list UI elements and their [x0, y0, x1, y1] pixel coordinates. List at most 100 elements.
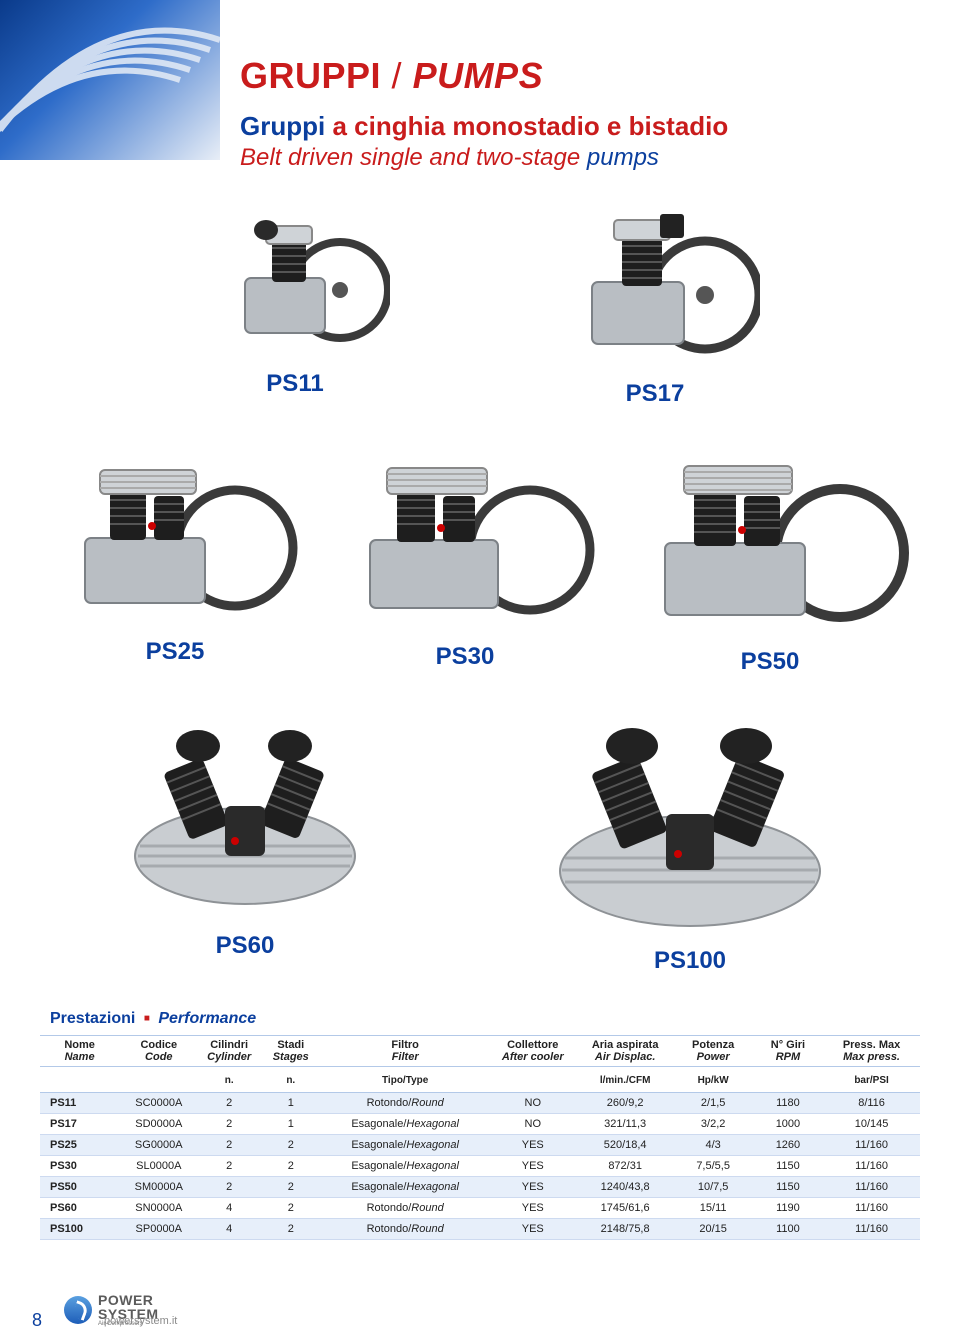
product-ps25: PS25 — [50, 448, 300, 676]
product-row-1: PS11 PS17 — [40, 200, 920, 408]
table-cell: PS17 — [40, 1114, 119, 1135]
table-cell: PS60 — [40, 1198, 119, 1219]
table-cell: 4/3 — [674, 1135, 753, 1156]
spec-table: NomeCodiceCilindriStadiFiltroCollettoreA… — [40, 1035, 920, 1240]
col-header-en: RPM — [753, 1051, 823, 1067]
spec-table-element: NomeCodiceCilindriStadiFiltroCollettoreA… — [40, 1035, 920, 1240]
col-header-it: Codice — [119, 1036, 198, 1052]
table-cell: YES — [489, 1177, 577, 1198]
col-header-unit: n. — [198, 1067, 260, 1093]
table-cell: 2 — [260, 1156, 322, 1177]
table-cell: 1000 — [753, 1114, 823, 1135]
col-header-it: Potenza — [674, 1036, 753, 1052]
table-body: PS11SC0000A21Rotondo/RoundNO260/9,22/1,5… — [40, 1093, 920, 1240]
table-cell: 2148/75,8 — [577, 1219, 674, 1240]
pump-icon — [335, 448, 595, 633]
table-cell: 2/1,5 — [674, 1093, 753, 1114]
pump-icon — [80, 706, 410, 926]
website: powersystem.it — [104, 1315, 177, 1327]
table-cell: 4 — [198, 1219, 260, 1240]
table-cell: 2 — [260, 1198, 322, 1219]
table-cell: 1 — [260, 1093, 322, 1114]
table-cell: Rotondo/Round — [322, 1093, 489, 1114]
table-cell: PS30 — [40, 1156, 119, 1177]
col-header-unit — [753, 1067, 823, 1093]
col-header-en: Stages — [260, 1051, 322, 1067]
col-header-en: Max press. — [823, 1051, 920, 1067]
subtitle-en: Belt driven single and two-stage pumps — [240, 144, 930, 172]
col-header-it: Nome — [40, 1036, 119, 1052]
table-cell: 1180 — [753, 1093, 823, 1114]
table-cell: 7,5/5,5 — [674, 1156, 753, 1177]
decorative-corner — [0, 0, 220, 160]
col-header-unit: n. — [260, 1067, 322, 1093]
table-row: PS17SD0000A21Esagonale/HexagonalNO321/11… — [40, 1114, 920, 1135]
product-ps50: PS50 — [630, 448, 910, 676]
subtitle-it: Gruppi a cinghia monostadio e bistadio — [240, 111, 930, 142]
product-ps17: PS17 — [550, 200, 760, 408]
col-header-en: After cooler — [489, 1051, 577, 1067]
table-cell: 1 — [260, 1114, 322, 1135]
table-cell: YES — [489, 1135, 577, 1156]
table-cell: YES — [489, 1156, 577, 1177]
product-grid: PS11 PS17 — [40, 200, 920, 1000]
col-header-unit: Tipo/Type — [322, 1067, 489, 1093]
table-cell: 1190 — [753, 1198, 823, 1219]
table-cell: Esagonale/Hexagonal — [322, 1177, 489, 1198]
table-cell: 2 — [260, 1219, 322, 1240]
col-header-it: Stadi — [260, 1036, 322, 1052]
table-cell: SM0000A — [119, 1177, 198, 1198]
table-cell: SG0000A — [119, 1135, 198, 1156]
table-cell: 2 — [198, 1156, 260, 1177]
table-cell: 2 — [198, 1177, 260, 1198]
col-header-unit: bar/PSI — [823, 1067, 920, 1093]
table-row: PS30SL0000A22Esagonale/HexagonalYES872/3… — [40, 1156, 920, 1177]
table-cell: 2 — [260, 1177, 322, 1198]
logo-mark-icon — [64, 1296, 92, 1324]
col-header-it: Cilindri — [198, 1036, 260, 1052]
table-cell: SL0000A — [119, 1156, 198, 1177]
col-header-unit: l/min./CFM — [577, 1067, 674, 1093]
table-cell: 10/7,5 — [674, 1177, 753, 1198]
pump-icon — [200, 200, 390, 360]
table-head: NomeCodiceCilindriStadiFiltroCollettoreA… — [40, 1036, 920, 1093]
logo-line1: POWER — [98, 1293, 159, 1307]
col-header-en: Cylinder — [198, 1051, 260, 1067]
table-cell: YES — [489, 1219, 577, 1240]
table-cell: 2 — [198, 1093, 260, 1114]
table-cell: SD0000A — [119, 1114, 198, 1135]
table-cell: 15/11 — [674, 1198, 753, 1219]
table-cell: 11/160 — [823, 1156, 920, 1177]
col-header-unit — [489, 1067, 577, 1093]
title-en: PUMPS — [413, 55, 544, 96]
performance-header: Prestazioni ■ Performance — [50, 1010, 256, 1028]
col-header-en: Code — [119, 1051, 198, 1067]
table-row: PS25SG0000A22Esagonale/HexagonalYES520/1… — [40, 1135, 920, 1156]
table-cell: Esagonale/Hexagonal — [322, 1135, 489, 1156]
table-row: PS100SP0000A42Rotondo/RoundYES2148/75,82… — [40, 1219, 920, 1240]
table-cell: PS50 — [40, 1177, 119, 1198]
col-header-it: Aria aspirata — [577, 1036, 674, 1052]
table-cell: 8/116 — [823, 1093, 920, 1114]
table-cell: 11/160 — [823, 1177, 920, 1198]
col-header-it: Filtro — [322, 1036, 489, 1052]
table-cell: 1240/43,8 — [577, 1177, 674, 1198]
title-it: GRUPPI — [240, 55, 381, 96]
table-cell: 10/145 — [823, 1114, 920, 1135]
product-row-3: PS60 — [40, 706, 920, 975]
table-cell: 872/31 — [577, 1156, 674, 1177]
table-cell: Rotondo/Round — [322, 1198, 489, 1219]
table-cell: 11/160 — [823, 1198, 920, 1219]
pump-icon — [500, 706, 880, 941]
col-header-unit: Hp/kW — [674, 1067, 753, 1093]
table-cell: 260/9,2 — [577, 1093, 674, 1114]
table-row: PS11SC0000A21Rotondo/RoundNO260/9,22/1,5… — [40, 1093, 920, 1114]
product-label: PS50 — [630, 648, 910, 676]
table-cell: NO — [489, 1114, 577, 1135]
table-cell: PS11 — [40, 1093, 119, 1114]
pump-icon — [50, 448, 300, 628]
table-cell: 1150 — [753, 1156, 823, 1177]
table-cell: SC0000A — [119, 1093, 198, 1114]
col-header-it: Collettore — [489, 1036, 577, 1052]
table-cell: 1150 — [753, 1177, 823, 1198]
